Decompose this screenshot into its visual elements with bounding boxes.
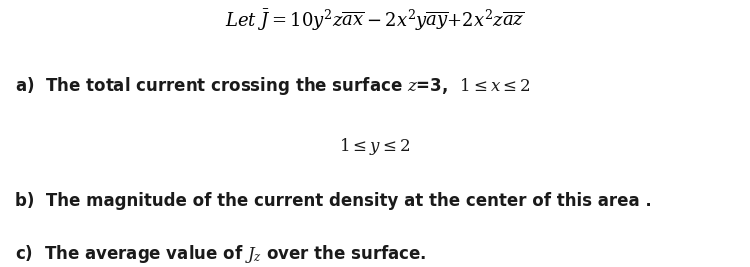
- Text: c)  The average value of $J_z$ over the surface.: c) The average value of $J_z$ over the s…: [15, 243, 427, 265]
- Text: a)  The total current crossing the surface $z$=3,  $1 \leq x \leq 2$: a) The total current crossing the surfac…: [15, 75, 531, 97]
- Text: Let $\it{\bar{J}}$$=$$10y^2z\overline{ax} - 2x^2y\overline{ay}$$+$$2x^2z\overlin: Let $\it{\bar{J}}$$=$$10y^2z\overline{ax…: [225, 8, 525, 33]
- Text: b)  The magnitude of the current density at the center of this area .: b) The magnitude of the current density …: [15, 192, 652, 210]
- Text: $1 \leq y \leq 2$: $1 \leq y \leq 2$: [339, 136, 411, 157]
